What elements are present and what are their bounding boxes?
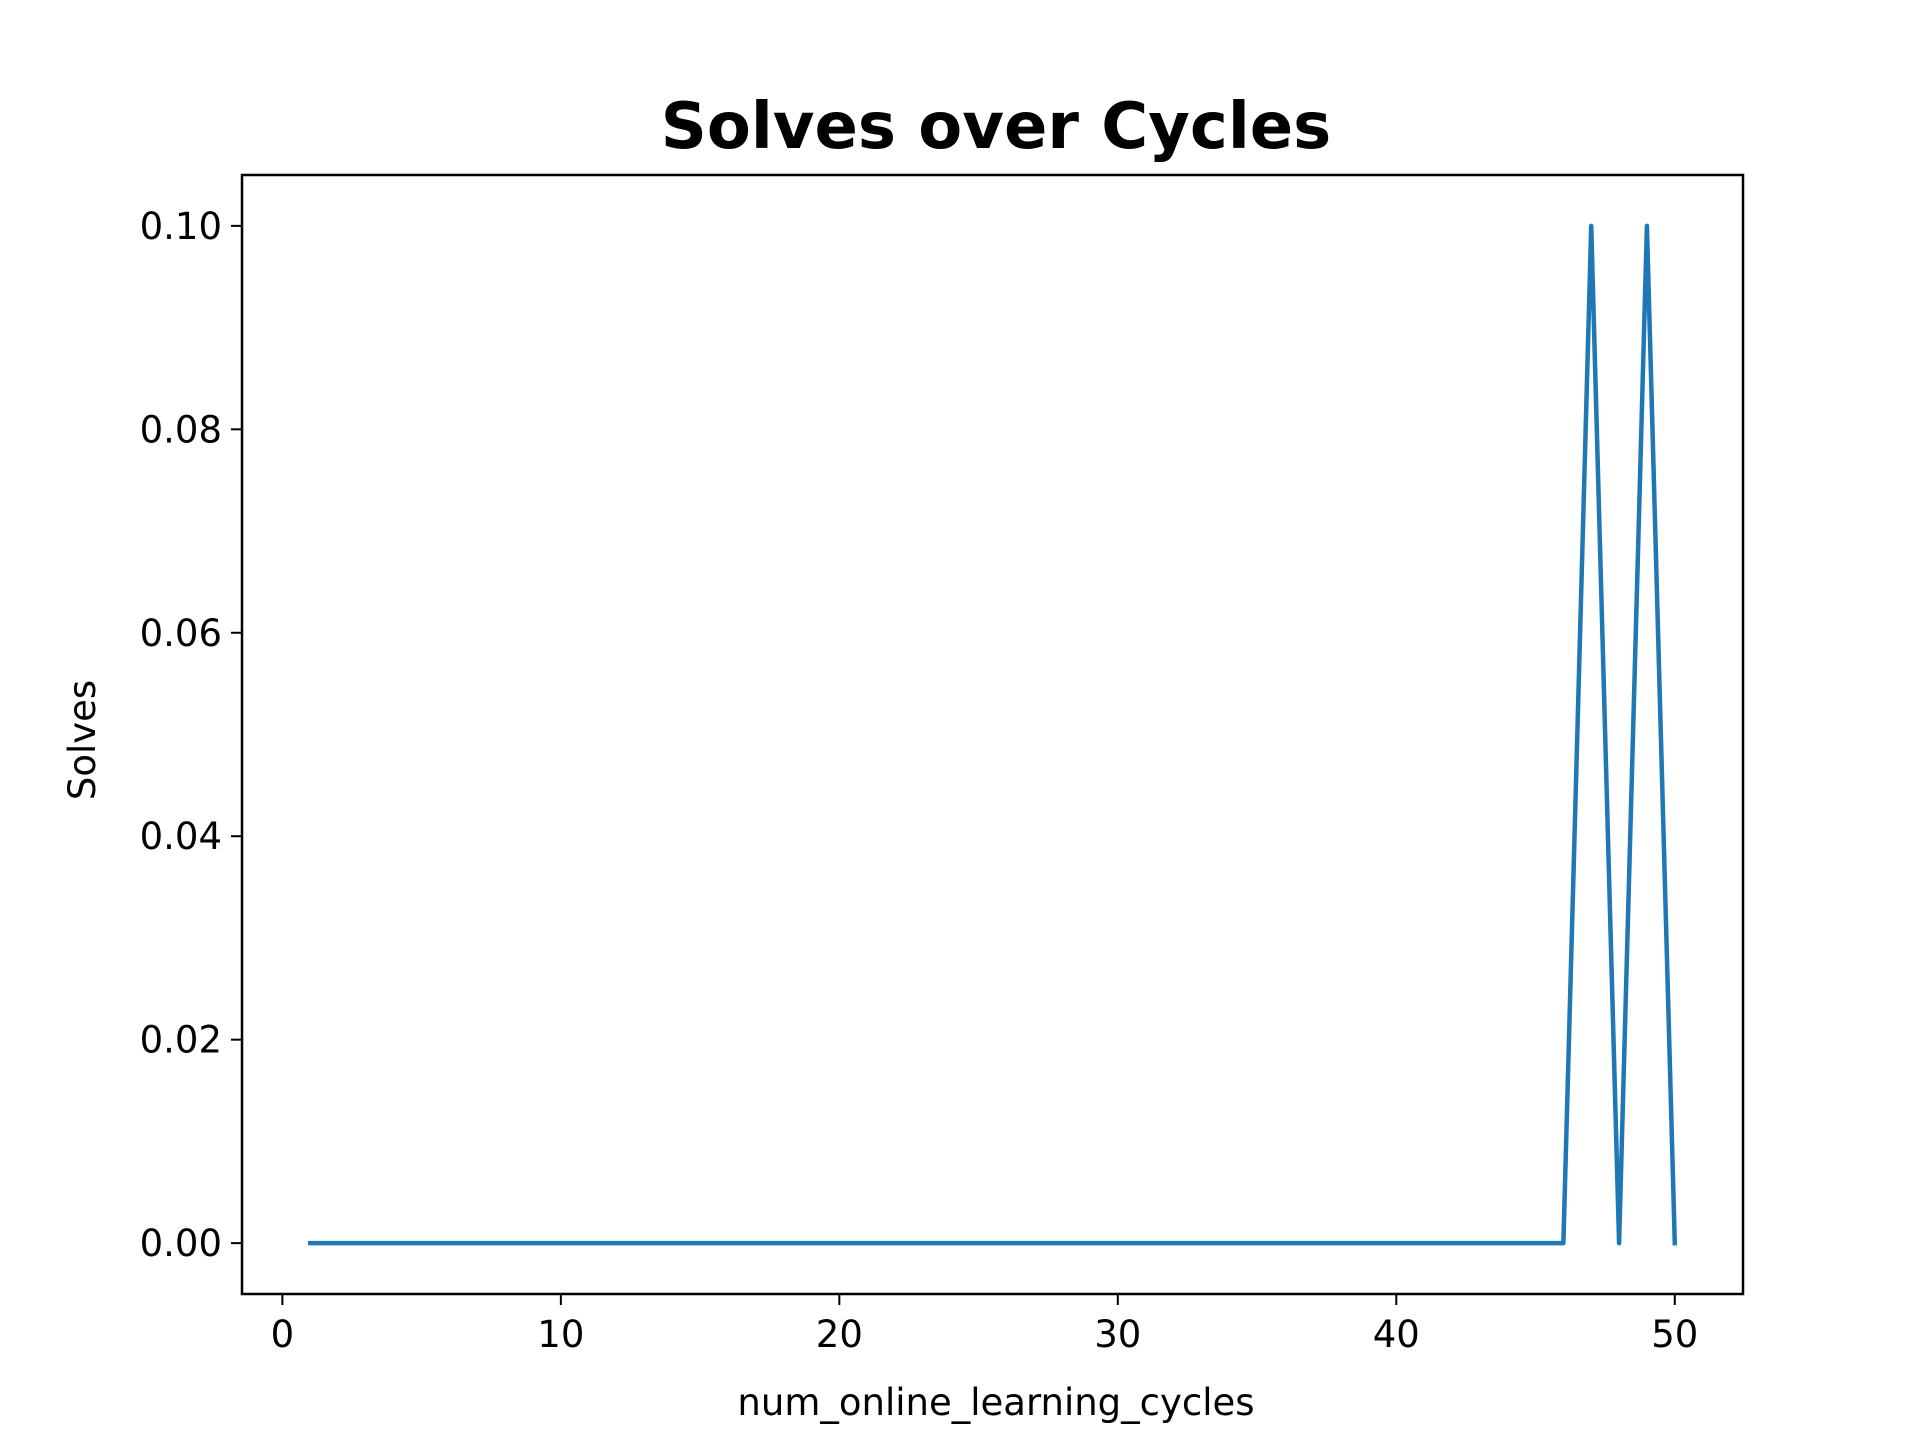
y-tick-label: 0.04 xyxy=(140,815,222,858)
y-tick-label: 0.00 xyxy=(140,1222,222,1265)
plot-frame xyxy=(240,173,1745,1296)
x-axis-label: num_online_learning_cycles xyxy=(737,1381,1254,1424)
plot-layer xyxy=(307,223,1678,1246)
y-axis-label: Solves xyxy=(61,680,104,800)
x-tick-label: 20 xyxy=(816,1313,863,1356)
x-tick-label: 0 xyxy=(271,1313,295,1356)
x-tick-label: 40 xyxy=(1373,1313,1420,1356)
x-axis-ticks: 0 10 20 30 40 50 xyxy=(271,1294,1698,1356)
y-axis-ticks: 0.00 0.02 0.04 0.06 0.08 0.10 xyxy=(140,205,242,1265)
chart-title: Solves over Cycles xyxy=(661,90,1332,164)
x-tick-label: 50 xyxy=(1651,1313,1698,1356)
y-tick-label: 0.02 xyxy=(140,1019,222,1062)
y-tick-label: 0.06 xyxy=(140,612,222,655)
y-tick-label: 0.10 xyxy=(140,205,222,248)
series-line-0 xyxy=(307,223,1678,1246)
y-tick-label: 0.08 xyxy=(140,408,222,451)
x-tick-label: 10 xyxy=(537,1313,584,1356)
x-tick-label: 30 xyxy=(1094,1313,1141,1356)
